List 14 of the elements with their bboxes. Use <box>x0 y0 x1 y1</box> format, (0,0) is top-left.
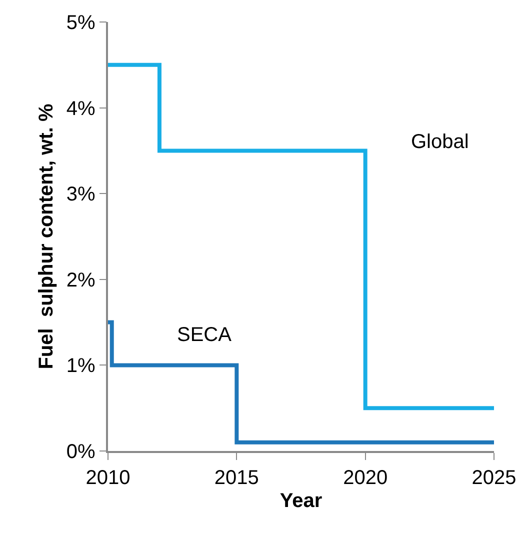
annotation: Global <box>411 131 469 153</box>
y-tick-label: 3% <box>66 184 96 206</box>
annotation: SECA <box>177 324 232 346</box>
y-axis-title: Fuel sulphur content, wt. % <box>35 104 58 370</box>
x-tick-label: 2025 <box>472 466 516 489</box>
y-tick-label: 5% <box>66 12 96 34</box>
y-tick-label: 4% <box>66 98 96 120</box>
y-tick-label: 0% <box>66 441 96 463</box>
x-tick-label: 2015 <box>214 466 259 489</box>
x-axis-title: Year <box>280 490 322 512</box>
y-tick-label: 2% <box>66 269 96 292</box>
x-tick-label: 2020 <box>343 466 388 489</box>
y-tick-label: 1% <box>66 355 96 378</box>
x-tick-label: 2010 <box>86 466 130 489</box>
